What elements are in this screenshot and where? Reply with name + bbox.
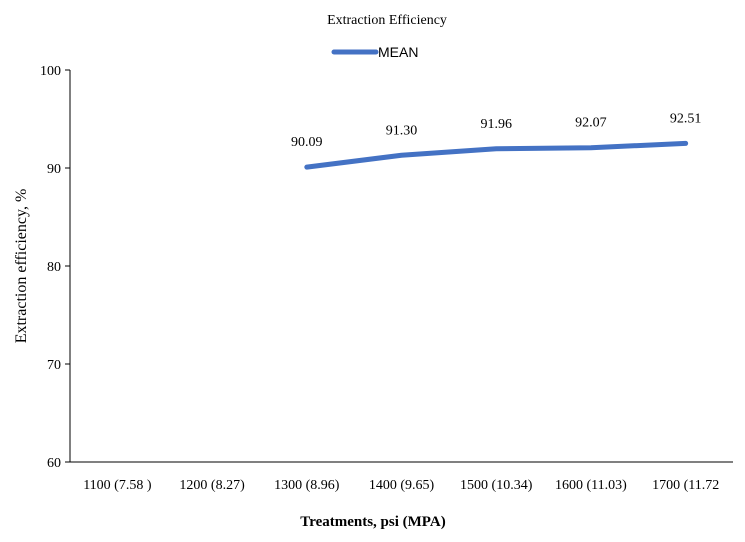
data-point <box>401 154 402 156</box>
legend: MEAN <box>331 44 418 60</box>
x-tick-label: 1100 (7.58 ) <box>83 478 152 493</box>
y-tick-label: 70 <box>47 358 61 373</box>
data-point <box>495 148 497 150</box>
data-label: 92.51 <box>670 111 702 126</box>
x-tick-label: 1500 (10.34) <box>460 478 533 493</box>
series-line-mean <box>304 140 689 170</box>
legend-label-mean: MEAN <box>378 44 418 60</box>
x-ticks: 1100 (7.58 ) 1200 (8.27) 1300 (8.96) 1400 (… <box>83 478 719 493</box>
data-label: 91.96 <box>480 117 512 132</box>
y-tick-label: 90 <box>47 162 61 177</box>
data-label: 90.09 <box>291 135 323 150</box>
x-tick-label: 1300 (8.96) <box>274 478 340 493</box>
x-tick-label: 1600 (11.03) <box>555 478 627 493</box>
data-point <box>306 166 308 168</box>
y-tick-label: 80 <box>47 260 61 275</box>
plot-area: 90.09 91.30 91.96 92.07 92.51 <box>291 111 702 170</box>
y-axis-label: Extraction efficiency, % <box>13 189 30 344</box>
data-point <box>685 142 687 144</box>
data-label: 92.07 <box>575 116 607 131</box>
axes: 60 70 80 90 100 1100 (7.58 ) 1200 (8.27) 1300 … <box>40 64 733 493</box>
data-label: 91.30 <box>386 123 418 138</box>
x-tick-label: 1700 (11.72 <box>652 478 719 493</box>
y-tick-label: 100 <box>40 64 61 79</box>
y-ticks: 60 70 80 90 100 <box>40 64 70 471</box>
x-tick-label: 1400 (9.65) <box>369 478 435 493</box>
x-axis-label: Treatments, psi (MPA) <box>300 514 445 530</box>
x-tick-label: 1200 (8.27) <box>179 478 245 493</box>
y-tick-label: 60 <box>47 456 61 471</box>
data-point <box>590 147 592 149</box>
chart-title: Extraction Efficiency <box>327 13 447 28</box>
